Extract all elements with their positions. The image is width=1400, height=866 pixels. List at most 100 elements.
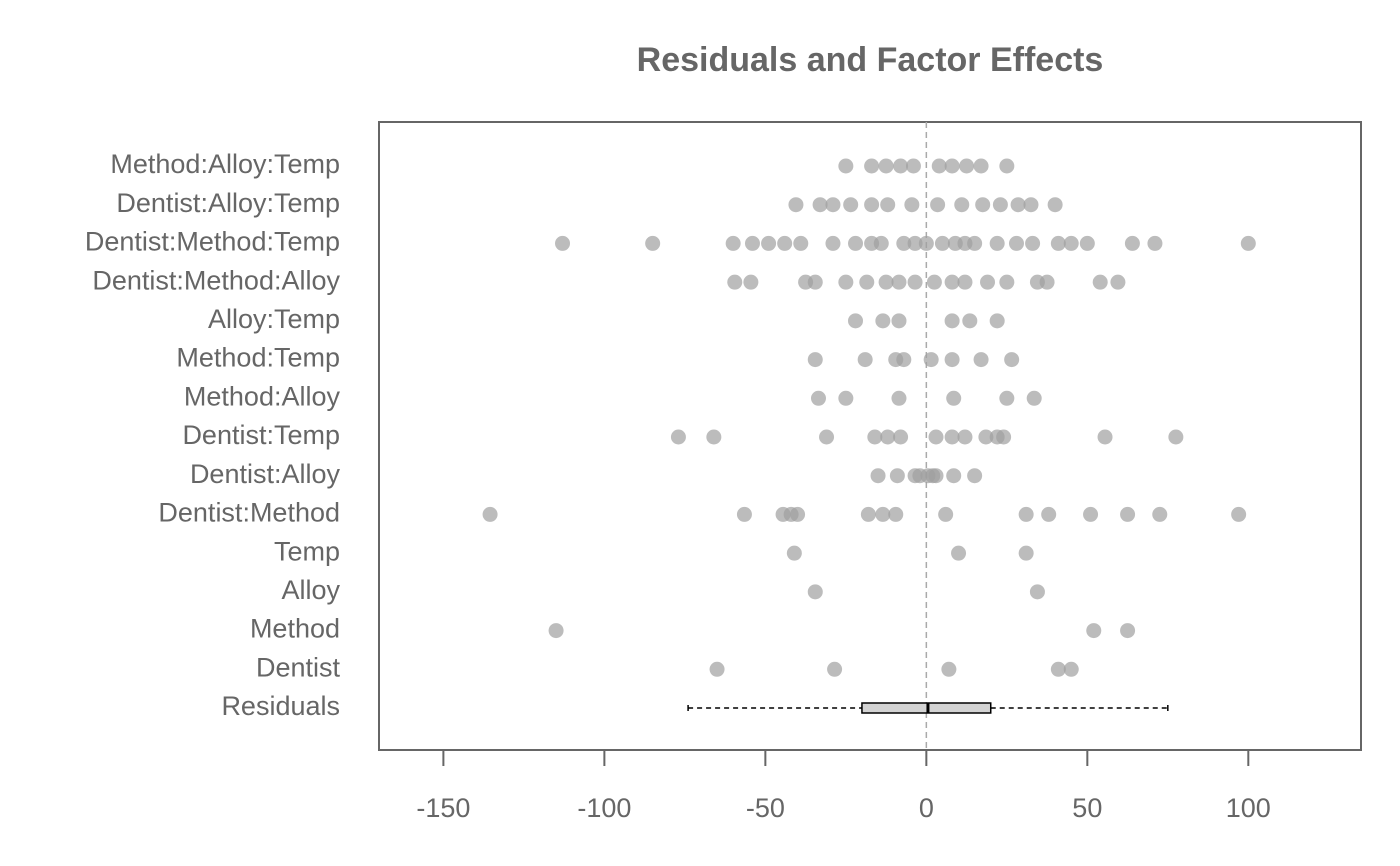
point [670, 429, 686, 445]
x-tick-label: 0 [919, 793, 934, 823]
point [896, 352, 912, 368]
x-tick-label: 50 [1072, 793, 1102, 823]
x-tick-label: 100 [1226, 793, 1271, 823]
point [1008, 235, 1024, 251]
point [736, 506, 752, 522]
point [1152, 506, 1168, 522]
point [989, 235, 1005, 251]
point [889, 468, 905, 484]
point [838, 274, 854, 290]
point [878, 274, 894, 290]
point [788, 197, 804, 213]
point [1092, 274, 1108, 290]
point [812, 197, 828, 213]
row-label: Alloy [281, 575, 340, 605]
point [1010, 197, 1026, 213]
point [957, 429, 973, 445]
point [825, 235, 841, 251]
point [807, 274, 823, 290]
point [893, 158, 909, 174]
row-label: Dentist [256, 652, 341, 682]
point [1029, 584, 1045, 600]
point [999, 158, 1015, 174]
point [992, 197, 1008, 213]
point [859, 274, 875, 290]
row-label: Method [250, 614, 340, 644]
point [1018, 545, 1034, 561]
box [861, 702, 992, 714]
point [827, 661, 843, 677]
row-label: Residuals [221, 691, 340, 721]
point [1147, 235, 1163, 251]
point [725, 235, 741, 251]
point [946, 390, 962, 406]
point [1039, 274, 1055, 290]
point [555, 235, 571, 251]
point [934, 235, 950, 251]
point [930, 197, 946, 213]
point [807, 352, 823, 368]
point [938, 506, 954, 522]
point [875, 506, 891, 522]
point [786, 545, 802, 561]
point [944, 352, 960, 368]
point [1231, 506, 1247, 522]
point [548, 623, 564, 639]
point [967, 468, 983, 484]
point [1110, 274, 1126, 290]
point [727, 274, 743, 290]
point [870, 468, 886, 484]
point [744, 235, 760, 251]
point [848, 313, 864, 329]
point [843, 197, 859, 213]
point [891, 313, 907, 329]
point [793, 235, 809, 251]
point [709, 661, 725, 677]
point [999, 390, 1015, 406]
point [1026, 390, 1042, 406]
point [957, 274, 973, 290]
point [891, 274, 907, 290]
point [1023, 197, 1039, 213]
point [946, 468, 962, 484]
point [1018, 506, 1034, 522]
point [761, 235, 777, 251]
point [907, 274, 923, 290]
point [777, 235, 793, 251]
point [1050, 661, 1066, 677]
point [996, 429, 1012, 445]
point [926, 274, 942, 290]
point [1025, 235, 1041, 251]
point [1063, 235, 1079, 251]
point [1063, 661, 1079, 677]
point [807, 584, 823, 600]
point [706, 429, 722, 445]
point [743, 274, 759, 290]
point [790, 506, 806, 522]
point [944, 429, 960, 445]
plot-frame [378, 121, 1362, 751]
point [819, 429, 835, 445]
point [888, 506, 904, 522]
point [928, 468, 944, 484]
chart-title: Residuals and Factor Effects [637, 41, 1104, 79]
point [1120, 506, 1136, 522]
point [1079, 235, 1095, 251]
point [975, 197, 991, 213]
point [954, 197, 970, 213]
row-label: Method:Alloy:Temp [110, 149, 340, 179]
point [962, 313, 978, 329]
point [1047, 197, 1063, 213]
point [944, 313, 960, 329]
point [989, 313, 1005, 329]
point [1041, 506, 1057, 522]
point [1086, 623, 1102, 639]
point [867, 429, 883, 445]
point [980, 274, 996, 290]
point [880, 429, 896, 445]
point [864, 158, 880, 174]
point [825, 197, 841, 213]
row-label: Dentist:Method:Alloy [92, 265, 340, 295]
point [482, 506, 498, 522]
row-label: Method:Temp [176, 343, 340, 373]
